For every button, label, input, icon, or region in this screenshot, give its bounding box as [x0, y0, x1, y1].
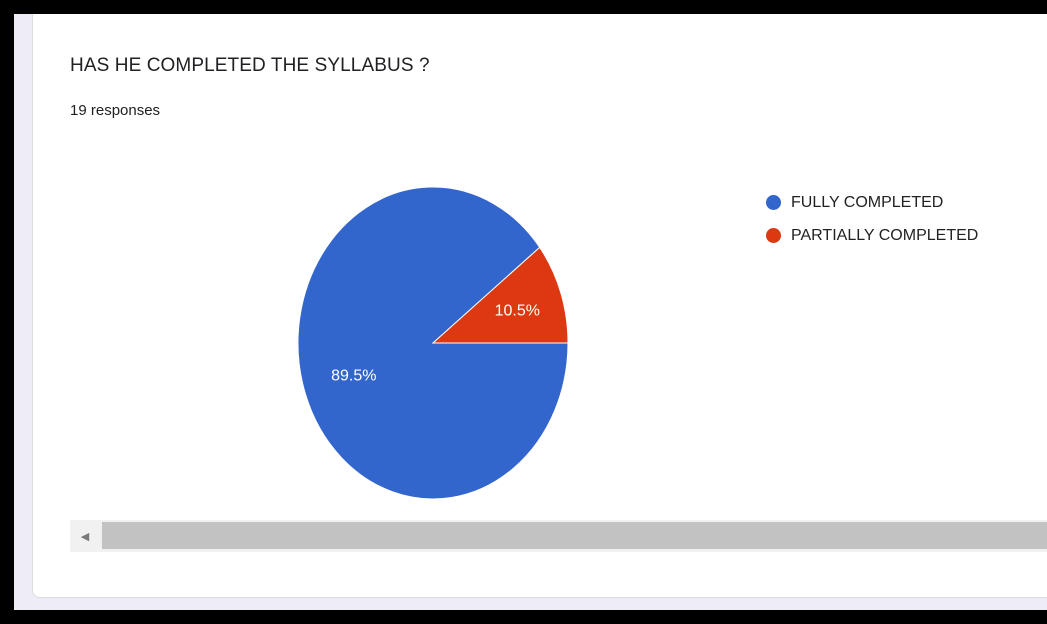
slice-label: 89.5% [331, 367, 376, 384]
legend-item-partially-completed[interactable]: PARTIALLY COMPLETED [766, 219, 978, 252]
slice-label: 10.5% [495, 303, 540, 320]
legend-dot-icon [766, 228, 781, 243]
horizontal-scrollbar[interactable]: ◀ [70, 520, 1047, 552]
pie-slice-fully-completed[interactable] [297, 186, 569, 500]
chart-legend: FULLY COMPLETED PARTIALLY COMPLETED [766, 186, 978, 252]
legend-label: FULLY COMPLETED [791, 193, 944, 211]
left-arrow-icon[interactable]: ◀ [80, 530, 90, 543]
legend-item-fully-completed[interactable]: FULLY COMPLETED [766, 186, 978, 219]
pie-slice-partially-completed[interactable] [431, 246, 569, 344]
legend-dot-icon [766, 195, 781, 210]
scrollbar-thumb[interactable] [102, 522, 1047, 549]
question-title: HAS HE COMPLETED THE SYLLABUS ? [70, 55, 430, 76]
legend-label: PARTIALLY COMPLETED [791, 226, 979, 244]
response-count: 19 responses [70, 102, 161, 119]
